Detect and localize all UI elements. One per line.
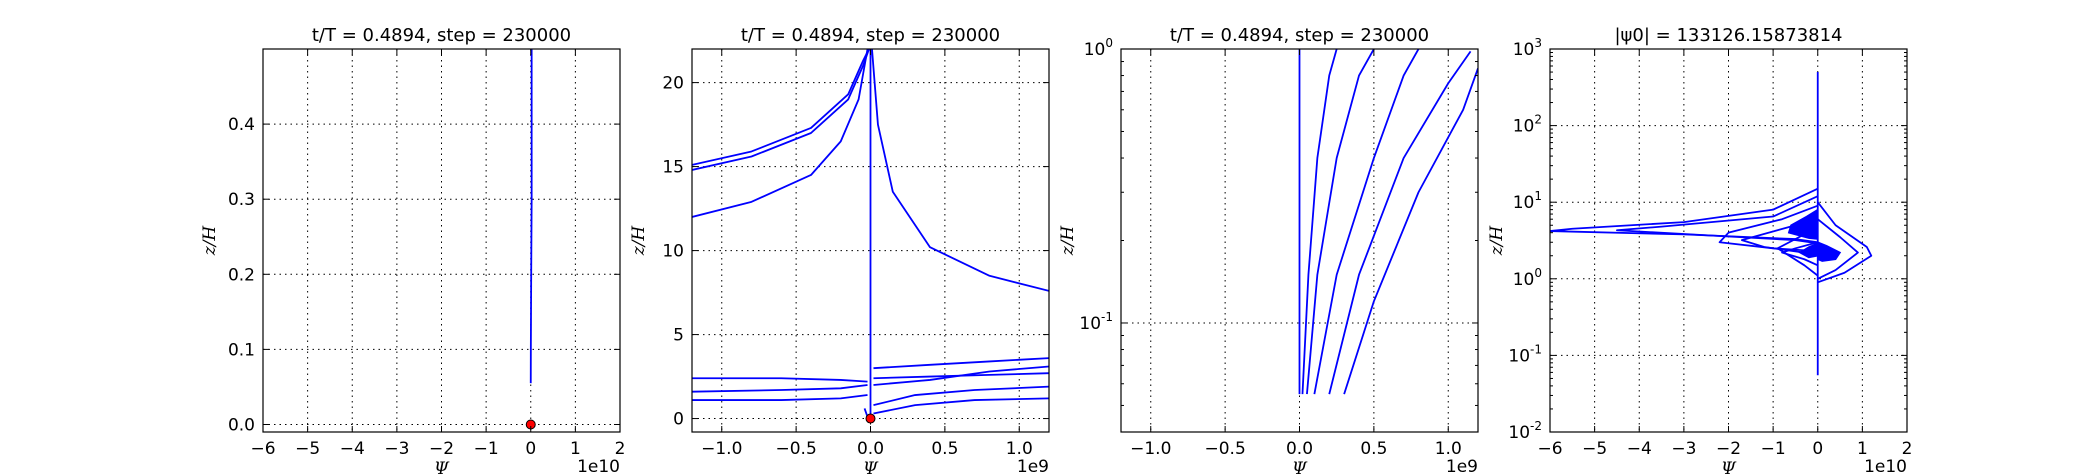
series-line xyxy=(1616,195,1819,245)
y-tick-label: 100 xyxy=(1084,36,1113,60)
x-tick-label: 0.5 xyxy=(1360,439,1387,459)
chart-title: t/T = 0.4894, step = 230000 xyxy=(1170,25,1429,46)
series-line xyxy=(1781,241,1819,267)
chart-panel-3: −1.0 −0.5 0.0 0.5 1.0 10-1 100 t/T = 0.4894, st… xyxy=(1058,25,1479,475)
x-tick-label: −6 xyxy=(250,439,275,459)
y-tick-label: 10-2 xyxy=(1508,419,1542,443)
series-line xyxy=(1328,50,1472,395)
x-tick-label: 0 xyxy=(525,439,536,459)
x-tick-label: 0 xyxy=(1812,439,1823,459)
x-tick-label: 1.0 xyxy=(1006,439,1033,459)
x-tick-label: 1 xyxy=(1857,439,1868,459)
series-group xyxy=(1298,49,1478,395)
x-tick-label: −3 xyxy=(1671,439,1696,459)
chart-panel-1: −6 −5 −4 −3 −2 −1 0 1 2 0.0 0.1 0.2 0.3 0.4 t/T = 0.48… xyxy=(200,25,625,475)
series-line xyxy=(873,385,1049,406)
series-line xyxy=(1776,224,1819,277)
y-tick-label: 5 xyxy=(673,326,684,346)
x-tick-label: 1.0 xyxy=(1435,439,1462,459)
y-tick-label: 15 xyxy=(662,158,684,178)
x-tick-label: −4 xyxy=(1627,439,1652,459)
x-tick-label: 1 xyxy=(570,439,581,459)
series-line xyxy=(1313,49,1420,395)
x-axis-label: Ψ xyxy=(1292,459,1308,475)
position-marker xyxy=(865,413,876,424)
y-tick-label: 0.2 xyxy=(228,265,255,285)
y-axis-label: z/H xyxy=(1058,225,1078,257)
series-line xyxy=(692,49,869,218)
y-axis-label: z/H xyxy=(200,225,220,257)
x-tick-label: 2 xyxy=(1902,439,1913,459)
y-tick-label: 0.3 xyxy=(228,190,255,210)
y-tick-label: 0 xyxy=(673,410,684,430)
series-line xyxy=(1817,218,1859,280)
y-tick-label: 101 xyxy=(1513,189,1542,213)
x-tick-label: −3 xyxy=(384,439,409,459)
series-line xyxy=(1740,213,1819,257)
x-tick-label: −2 xyxy=(429,439,454,459)
x-tick-label: −6 xyxy=(1537,439,1562,459)
x-offset-label: 1e9 xyxy=(1446,457,1478,475)
series-line xyxy=(1343,68,1478,395)
series-line xyxy=(692,49,870,171)
chart-panel-2: −1.0 −0.5 0.0 0.5 1.0 0 5 10 15 20 t/T = 0.4894, s… xyxy=(629,25,1050,475)
y-tick-label: 102 xyxy=(1513,113,1542,137)
series-line xyxy=(871,49,1049,292)
series-line xyxy=(692,49,870,166)
y-tick-label: 0.4 xyxy=(228,115,255,135)
series-line xyxy=(1301,49,1338,395)
y-axis-label: z/H xyxy=(1487,225,1507,257)
x-axis-label: Ψ xyxy=(1721,459,1737,475)
chart-title: t/T = 0.4894, step = 230000 xyxy=(741,25,1000,46)
x-tick-label: −0.5 xyxy=(775,439,816,459)
x-tick-label: −4 xyxy=(340,439,365,459)
series-line xyxy=(873,397,1049,415)
series-group xyxy=(692,49,1049,420)
chart-title: t/T = 0.4894, step = 230000 xyxy=(312,25,571,46)
y-axis-label: z/H xyxy=(629,225,649,257)
x-offset-label: 1e10 xyxy=(577,457,620,475)
filled-curve-bundle xyxy=(1817,241,1842,262)
series-line xyxy=(692,394,868,401)
x-axis-label: Ψ xyxy=(863,459,879,475)
y-tick-label: 0.0 xyxy=(228,415,255,435)
x-tick-label: −1 xyxy=(474,439,499,459)
x-tick-label: −2 xyxy=(1716,439,1741,459)
y-tick-label: 0.1 xyxy=(228,340,255,360)
series-line xyxy=(1306,49,1375,395)
x-tick-label: 2 xyxy=(615,439,626,459)
y-tick-label: 10 xyxy=(662,242,684,262)
y-tick-label: 10-1 xyxy=(1079,310,1113,334)
x-tick-label: −5 xyxy=(1582,439,1607,459)
x-tick-label: −0.5 xyxy=(1204,439,1245,459)
y-tick-label: 20 xyxy=(662,74,684,94)
series-line xyxy=(1817,201,1873,284)
x-tick-label: −1.0 xyxy=(1130,439,1171,459)
x-tick-label: −1 xyxy=(1761,439,1786,459)
x-offset-label: 1e9 xyxy=(1017,457,1049,475)
x-tick-label: 0.5 xyxy=(931,439,958,459)
x-axis-label: Ψ xyxy=(434,459,450,475)
y-tick-label: 103 xyxy=(1513,36,1542,60)
y-tick-label: 100 xyxy=(1513,266,1542,290)
x-offset-label: 1e10 xyxy=(1864,457,1907,475)
x-tick-label: −5 xyxy=(295,439,320,459)
series-line xyxy=(873,357,1049,370)
y-tick-label: 10-1 xyxy=(1508,342,1542,366)
x-tick-label: 0.0 xyxy=(857,439,884,459)
x-tick-label: −1.0 xyxy=(701,439,742,459)
series-line xyxy=(873,365,1049,386)
series-group xyxy=(529,49,533,384)
chart-panel-4: −6 −5 −4 −3 −2 −1 0 1 2 10-2 10-1 100 101 102 103 |ψ0| … xyxy=(1487,25,1912,475)
series-line xyxy=(692,384,868,393)
chart-title: |ψ0| = 133126.15873814 xyxy=(1614,25,1842,46)
series-group xyxy=(1550,72,1873,376)
series-line xyxy=(692,377,868,383)
x-tick-label: 0.0 xyxy=(1286,439,1313,459)
series-line xyxy=(529,49,533,384)
